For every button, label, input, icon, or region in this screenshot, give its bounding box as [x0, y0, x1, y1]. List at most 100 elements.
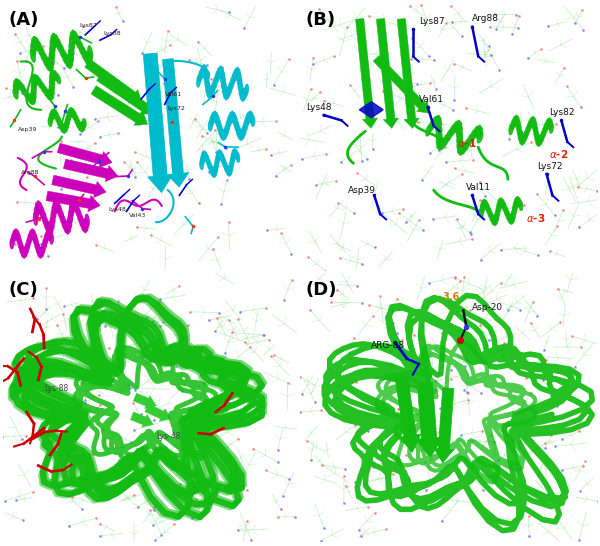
- Ellipse shape: [219, 126, 223, 135]
- Ellipse shape: [436, 133, 442, 144]
- Ellipse shape: [203, 151, 206, 161]
- Ellipse shape: [227, 116, 231, 126]
- Ellipse shape: [250, 112, 253, 123]
- Ellipse shape: [32, 230, 35, 241]
- Ellipse shape: [244, 121, 247, 131]
- Ellipse shape: [15, 79, 20, 89]
- Ellipse shape: [527, 121, 531, 132]
- Ellipse shape: [34, 234, 37, 244]
- Ellipse shape: [470, 130, 476, 141]
- Ellipse shape: [223, 129, 227, 139]
- Ellipse shape: [43, 86, 48, 97]
- Ellipse shape: [437, 137, 442, 149]
- Ellipse shape: [40, 48, 45, 61]
- Text: ARG-88: ARG-88: [371, 341, 406, 350]
- Text: Asp39: Asp39: [347, 186, 376, 195]
- Ellipse shape: [239, 130, 243, 140]
- Ellipse shape: [19, 82, 24, 92]
- Ellipse shape: [13, 84, 18, 94]
- Ellipse shape: [65, 222, 69, 234]
- Ellipse shape: [522, 134, 526, 144]
- Ellipse shape: [457, 138, 463, 149]
- Ellipse shape: [457, 132, 463, 144]
- Ellipse shape: [517, 198, 521, 207]
- Ellipse shape: [79, 41, 83, 54]
- Ellipse shape: [230, 158, 233, 167]
- Ellipse shape: [515, 117, 519, 127]
- Ellipse shape: [48, 117, 52, 126]
- Ellipse shape: [25, 243, 29, 253]
- Ellipse shape: [78, 122, 82, 131]
- Ellipse shape: [490, 212, 493, 221]
- Ellipse shape: [426, 124, 431, 136]
- Ellipse shape: [519, 201, 523, 210]
- Ellipse shape: [208, 121, 212, 131]
- Ellipse shape: [60, 211, 64, 223]
- Ellipse shape: [49, 52, 54, 65]
- Ellipse shape: [217, 121, 221, 131]
- Ellipse shape: [34, 207, 38, 219]
- Ellipse shape: [213, 167, 217, 176]
- Ellipse shape: [233, 69, 237, 80]
- Ellipse shape: [479, 208, 483, 218]
- Ellipse shape: [38, 203, 42, 215]
- Ellipse shape: [68, 54, 73, 67]
- Ellipse shape: [59, 121, 62, 129]
- Ellipse shape: [505, 206, 508, 216]
- Ellipse shape: [54, 34, 59, 48]
- Ellipse shape: [55, 199, 58, 212]
- Ellipse shape: [35, 239, 38, 248]
- Ellipse shape: [211, 167, 214, 176]
- Ellipse shape: [238, 129, 242, 139]
- Text: $\alpha$-3: $\alpha$-3: [526, 212, 545, 224]
- Text: Lys48: Lys48: [109, 207, 127, 212]
- Ellipse shape: [229, 112, 233, 123]
- Text: Val43: Val43: [130, 213, 147, 218]
- Ellipse shape: [64, 220, 68, 233]
- Ellipse shape: [53, 71, 58, 81]
- Ellipse shape: [64, 123, 67, 132]
- Ellipse shape: [31, 93, 35, 103]
- Text: Arg88: Arg88: [472, 14, 499, 23]
- Ellipse shape: [245, 84, 248, 96]
- Ellipse shape: [82, 47, 86, 60]
- Ellipse shape: [436, 117, 441, 129]
- Ellipse shape: [210, 116, 214, 126]
- Ellipse shape: [232, 150, 235, 159]
- Ellipse shape: [251, 116, 255, 126]
- Ellipse shape: [28, 94, 32, 104]
- Ellipse shape: [22, 87, 27, 97]
- Ellipse shape: [31, 229, 34, 239]
- Ellipse shape: [221, 77, 226, 89]
- Ellipse shape: [71, 30, 76, 43]
- Ellipse shape: [49, 85, 54, 95]
- Text: (B): (B): [306, 11, 336, 29]
- Text: Arg88: Arg88: [20, 170, 39, 175]
- Ellipse shape: [68, 49, 73, 62]
- Text: Lys82: Lys82: [550, 108, 575, 117]
- Ellipse shape: [10, 239, 14, 248]
- Ellipse shape: [229, 165, 232, 175]
- Ellipse shape: [212, 168, 215, 177]
- Ellipse shape: [215, 71, 219, 83]
- Ellipse shape: [214, 163, 218, 173]
- Ellipse shape: [28, 234, 31, 244]
- Ellipse shape: [478, 132, 483, 143]
- Ellipse shape: [459, 144, 464, 155]
- Ellipse shape: [67, 56, 71, 68]
- Ellipse shape: [512, 116, 516, 127]
- Ellipse shape: [47, 229, 50, 239]
- Ellipse shape: [56, 201, 60, 213]
- Ellipse shape: [521, 135, 524, 145]
- Ellipse shape: [509, 124, 513, 135]
- Ellipse shape: [458, 142, 463, 153]
- Ellipse shape: [74, 115, 79, 124]
- Ellipse shape: [19, 239, 22, 248]
- Ellipse shape: [70, 108, 73, 116]
- Ellipse shape: [84, 51, 89, 64]
- Ellipse shape: [35, 38, 40, 51]
- Ellipse shape: [14, 80, 19, 90]
- Text: Val11: Val11: [466, 183, 491, 192]
- Ellipse shape: [235, 150, 238, 159]
- Ellipse shape: [494, 215, 497, 224]
